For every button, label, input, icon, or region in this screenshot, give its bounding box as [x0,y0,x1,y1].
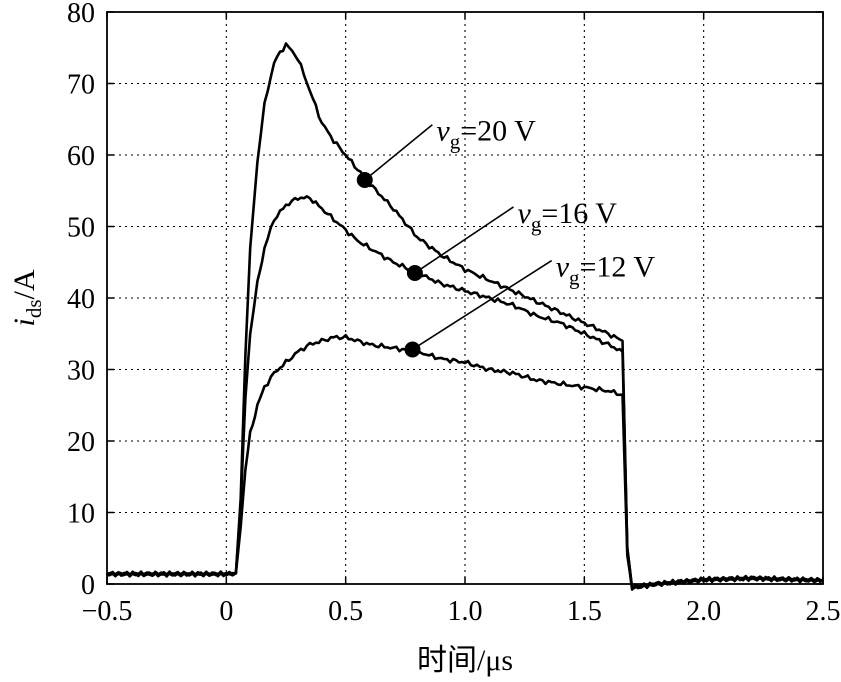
y-tick-label: 20 [67,427,95,458]
x-tick-label: 0.5 [328,596,363,627]
annotation-value: =12 V [580,251,656,284]
x-tick-label: 0 [219,596,233,627]
y-tick-label: 70 [67,70,95,101]
y-axis-title-var: i [8,318,41,326]
y-tick-label: 10 [67,499,95,530]
y-tick-label: 40 [67,284,95,315]
y-tick-label: 30 [67,356,95,387]
x-tick-label: 1.0 [448,596,483,627]
marker-group [356,172,423,358]
annotation-label-3: vg=12 V [556,251,656,290]
annotation-value: =20 V [460,115,536,148]
grid [107,12,823,584]
annotation-var: v [518,197,532,230]
series-line-3 [106,333,824,591]
y-axis-title-sub: ds [22,299,46,318]
y-tick-label: 0 [81,570,95,601]
x-tick-label: 1.5 [567,596,602,627]
annotation-var: v [556,251,570,284]
x-axis-title: 时间/μs [417,644,513,677]
annotation-label-2: vg=16 V [518,197,618,236]
y-tick-label: 80 [67,0,95,29]
y-tick-label: 60 [67,141,95,172]
x-tick-label: −0.5 [82,596,133,627]
annotation-leader-2 [414,206,514,274]
annotation-sub: g [450,130,461,154]
annotation-var: v [436,115,450,148]
annotation-value: =16 V [541,197,617,230]
y-axis-title-unit: /A [8,269,41,299]
annotation-leader-1 [364,124,433,181]
y-tick-label: 50 [67,213,95,244]
annotation-sub: g [531,212,542,236]
y-axis-title: ids/A [8,269,46,326]
x-tick-label: 2.0 [686,596,721,627]
annotation-sub: g [569,266,580,290]
annotation-leader-3 [412,259,553,351]
annotation-label-1: vg=20 V [436,115,536,154]
annotation-group: vg=20 Vvg=16 Vvg=12 V [364,115,656,351]
series-group [106,42,824,591]
x-tick-label: 2.5 [806,596,841,627]
